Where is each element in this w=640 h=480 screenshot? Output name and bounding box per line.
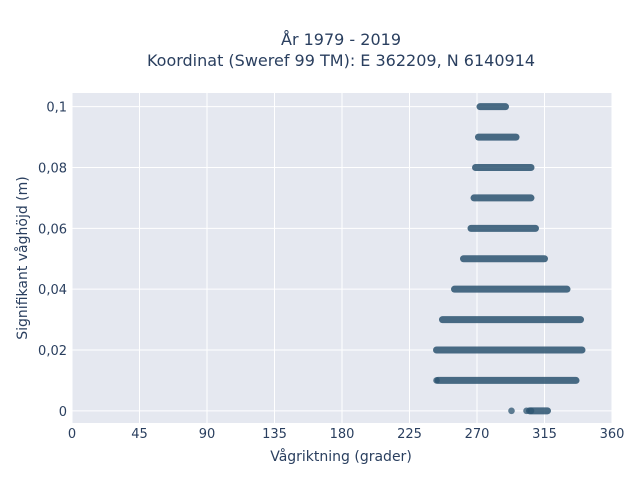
x-tick-label-5: 225	[397, 427, 422, 442]
y-tick-label-2: 0,04	[38, 283, 67, 298]
x-axis-title: Vågriktning (grader)	[270, 448, 412, 465]
x-tick-label-3: 135	[262, 427, 287, 442]
y-tick-label-1: 0,02	[38, 344, 67, 359]
x-tick-label-4: 180	[330, 427, 355, 442]
data-point-0-2	[527, 407, 535, 415]
x-tick-label-1: 45	[131, 427, 148, 442]
x-axis-ticks: 0 45 90 135 180 225 270 315 360	[68, 427, 625, 442]
data-point-0-0	[508, 407, 515, 415]
data-points	[433, 103, 586, 415]
chart-title-line-1: År 1979 - 2019	[281, 30, 401, 49]
y-axis-ticks: 0 0,02 0,04 0,06 0,08 0,1	[38, 101, 67, 420]
chart-title-line-2: Koordinat (Sweref 99 TM): E 362209, N 61…	[147, 51, 535, 70]
y-tick-label-5: 0,1	[46, 101, 67, 116]
x-tick-label-8: 360	[600, 427, 625, 442]
x-tick-label-7: 315	[532, 427, 557, 442]
y-tick-label-0: 0	[59, 405, 67, 420]
x-tick-label-6: 270	[465, 427, 490, 442]
y-tick-label-3: 0,06	[38, 222, 67, 237]
x-tick-label-0: 0	[68, 427, 76, 442]
x-tick-label-2: 90	[199, 427, 216, 442]
data-point-1-0	[433, 377, 440, 384]
y-tick-label-4: 0,08	[38, 162, 67, 177]
y-axis-title: Signifikant våghöjd (m)	[14, 176, 31, 339]
